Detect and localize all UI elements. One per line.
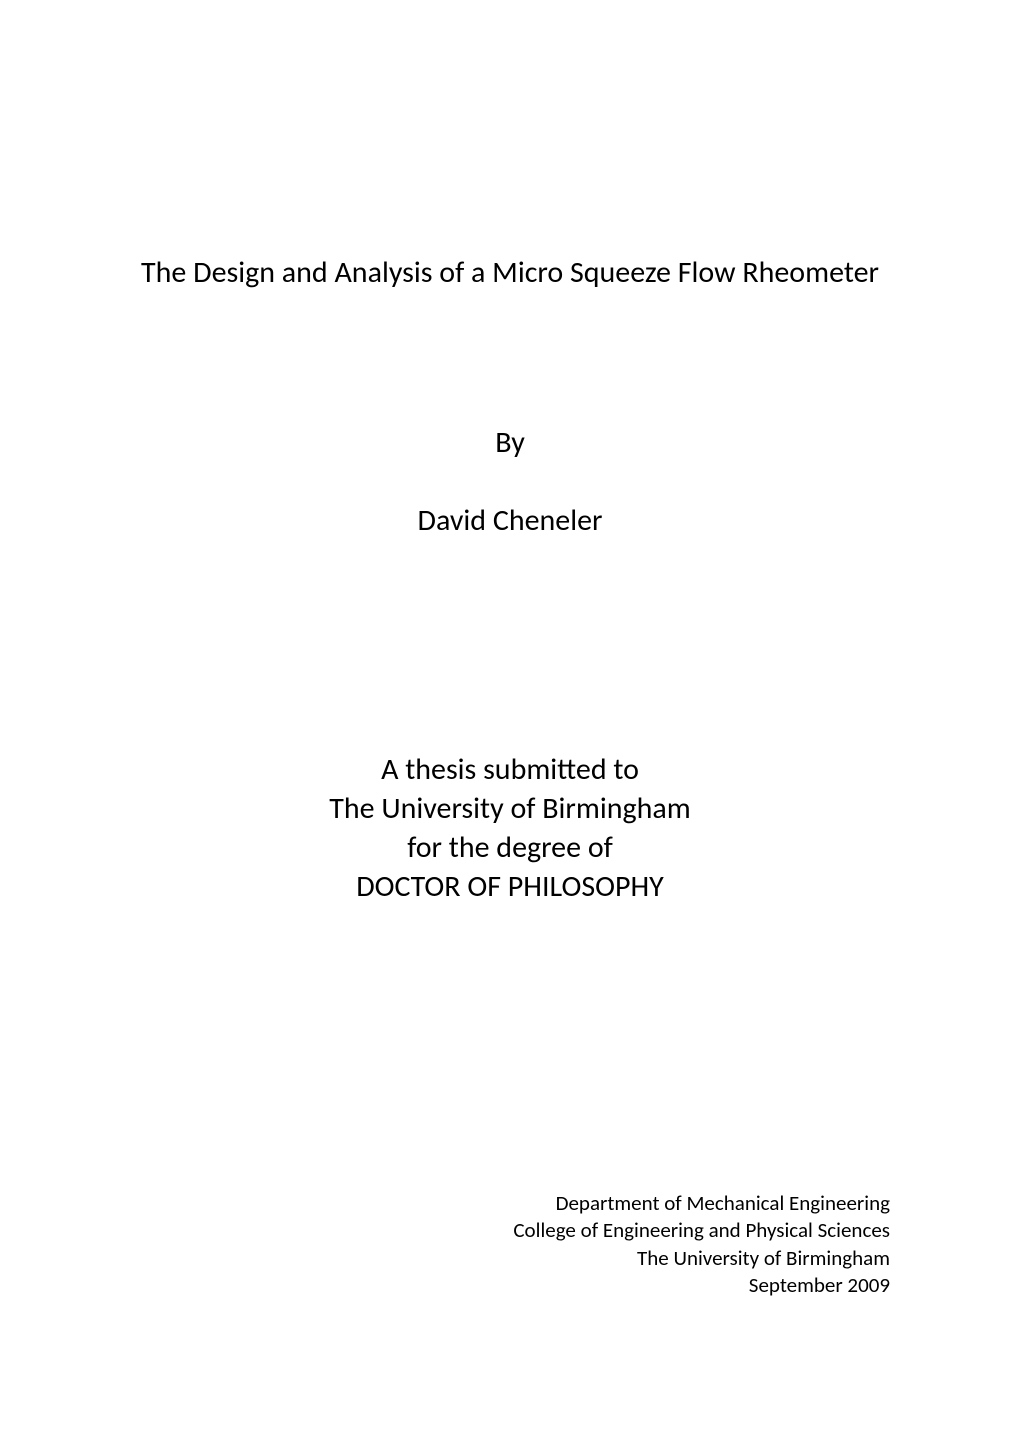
university-line: The University of Birmingham (513, 1245, 890, 1272)
degree-line-3: for the degree of (0, 828, 1020, 867)
college-line: College of Engineering and Physical Scie… (513, 1217, 890, 1244)
degree-line-2: The University of Birmingham (0, 789, 1020, 828)
date-line: September 2009 (513, 1272, 890, 1299)
department-line: Department of Mechanical Engineering (513, 1190, 890, 1217)
degree-line-4: DOCTOR OF PHILOSOPHY (0, 867, 1020, 906)
degree-line-1: A thesis submitted to (0, 750, 1020, 789)
title-page: The Design and Analysis of a Micro Squee… (0, 0, 1020, 1442)
thesis-title: The Design and Analysis of a Micro Squee… (0, 254, 1020, 291)
degree-statement: A thesis submitted to The University of … (0, 750, 1020, 906)
author-name: David Cheneler (0, 502, 1020, 539)
affiliation-block: Department of Mechanical Engineering Col… (513, 1190, 890, 1299)
by-line: By (0, 424, 1020, 461)
